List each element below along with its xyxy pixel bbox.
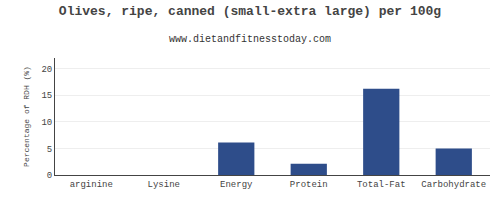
svg-text:www.dietandfitnesstoday.com: www.dietandfitnesstoday.com [169, 34, 331, 45]
svg-text:15: 15 [41, 91, 52, 101]
svg-text:10: 10 [41, 118, 52, 128]
svg-text:Protein: Protein [290, 180, 328, 190]
svg-text:5: 5 [47, 145, 52, 155]
svg-text:Percentage of RDH (%): Percentage of RDH (%) [22, 66, 31, 167]
svg-text:Olives, ripe, canned (small-ex: Olives, ripe, canned (small-extra large)… [59, 4, 441, 19]
svg-text:0: 0 [47, 171, 52, 181]
svg-text:20: 20 [41, 65, 52, 75]
svg-text:Energy: Energy [220, 180, 253, 190]
svg-text:Total-Fat: Total-Fat [357, 180, 406, 190]
svg-text:Lysine: Lysine [148, 180, 180, 190]
svg-text:arginine: arginine [70, 180, 113, 190]
svg-text:Carbohydrate: Carbohydrate [421, 180, 486, 190]
